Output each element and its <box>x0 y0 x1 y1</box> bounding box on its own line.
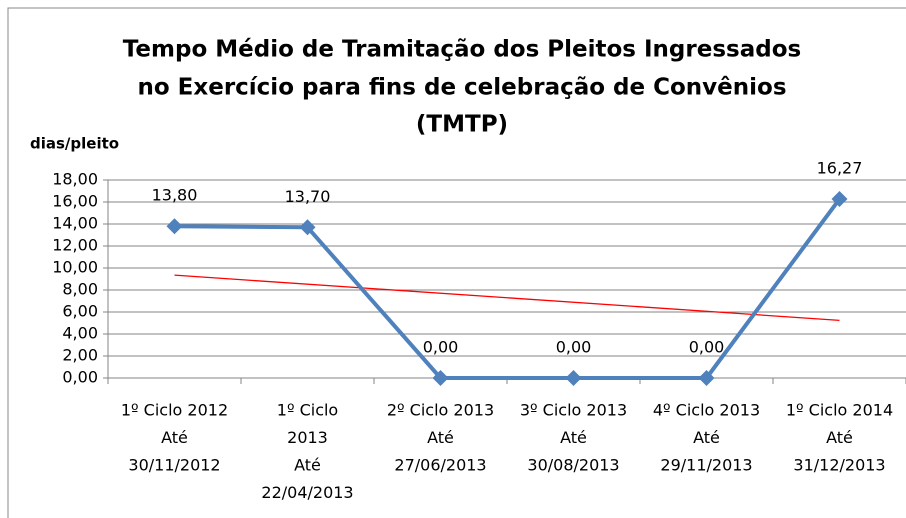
trendline <box>174 274 840 322</box>
series-line <box>174 197 842 380</box>
x-tick-label: 31/12/2013 <box>793 456 885 475</box>
data-point <box>698 370 715 386</box>
data-label: 0,00 <box>689 338 725 357</box>
y-tick-label: 16,00 <box>52 192 98 211</box>
x-tick-label: 1º Ciclo 2012 <box>121 401 228 420</box>
x-tick-label: Até <box>294 456 321 475</box>
data-label: 0,00 <box>556 338 592 357</box>
chart-frame <box>7 7 906 518</box>
x-tick-label: 1º Ciclo 2014 <box>786 401 893 420</box>
y-tick-label: 12,00 <box>52 236 98 255</box>
chart-title: no Exercício para fins de celebração de … <box>137 75 786 101</box>
data-label: 13,70 <box>285 187 331 206</box>
chart-title: Tempo Médio de Tramitação dos Pleitos In… <box>123 37 801 63</box>
y-tick-label: 6,00 <box>62 302 98 321</box>
y-tick-label: 2,00 <box>62 346 98 365</box>
data-point <box>166 218 183 235</box>
x-tick-label: 2013 <box>287 428 328 447</box>
data-label: 16,27 <box>817 159 863 178</box>
data-point <box>565 370 582 386</box>
x-tick-label: Até <box>693 428 720 447</box>
x-tick-label: 27/06/2013 <box>394 456 486 475</box>
x-tick-label: 30/08/2013 <box>527 456 619 475</box>
data-point <box>299 219 316 236</box>
data-label: 0,00 <box>423 338 459 357</box>
x-tick-label: 30/11/2012 <box>128 456 220 475</box>
y-tick-label: 14,00 <box>52 214 98 233</box>
x-tick-label: 3º Ciclo 2013 <box>520 401 627 420</box>
chart-title: (TMTP) <box>416 112 508 138</box>
y-tick-label: 8,00 <box>62 280 98 299</box>
x-tick-label: 1º Ciclo <box>277 401 338 420</box>
x-tick-label: 2º Ciclo 2013 <box>387 401 494 420</box>
y-tick-label: 10,00 <box>52 258 98 277</box>
data-point <box>432 370 449 386</box>
data-point <box>831 191 848 208</box>
x-tick-label: Até <box>427 428 454 447</box>
y-tick-label: 0,00 <box>62 368 98 387</box>
x-tick-label: Até <box>161 428 188 447</box>
x-tick-label: Até <box>826 428 853 447</box>
y-axis-label: dias/pleito <box>30 135 119 153</box>
y-tick-label: 18,00 <box>52 170 98 189</box>
x-tick-label: 22/04/2013 <box>261 483 353 502</box>
data-label: 13,80 <box>152 186 198 205</box>
x-tick-label: 4º Ciclo 2013 <box>653 401 760 420</box>
y-tick-label: 4,00 <box>62 324 98 343</box>
x-tick-label: Até <box>560 428 587 447</box>
x-tick-label: 29/11/2013 <box>660 456 752 475</box>
